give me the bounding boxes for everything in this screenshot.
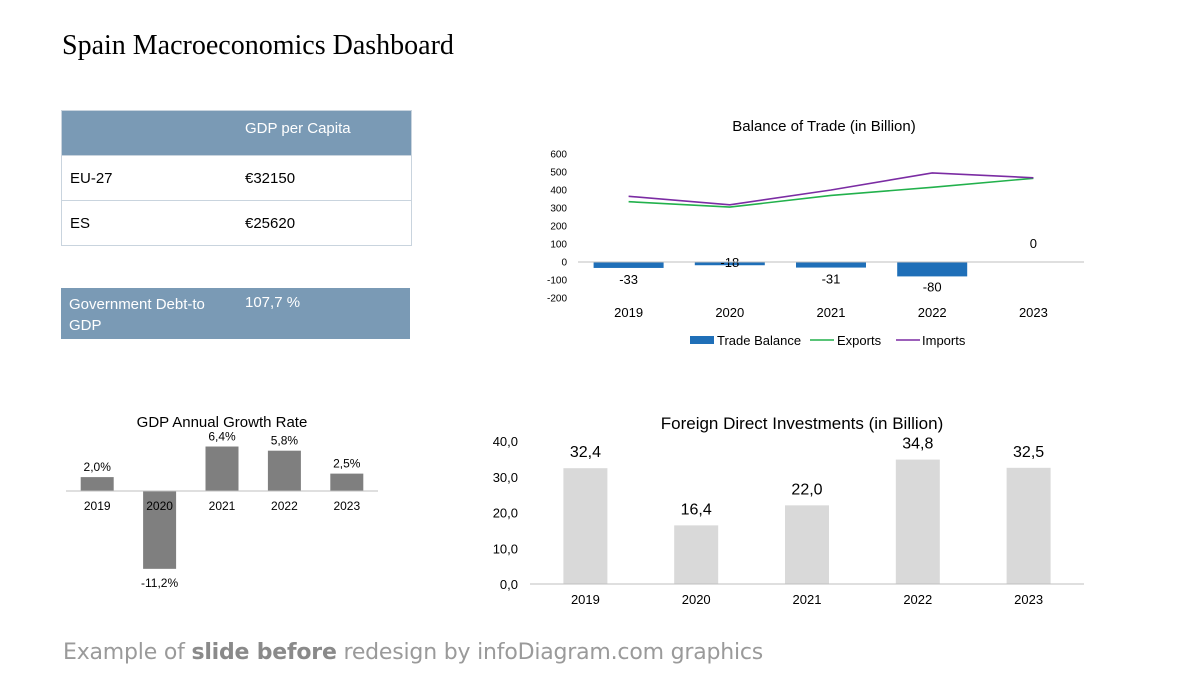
- row-value: €25620: [245, 214, 296, 232]
- data-label: 32,4: [570, 444, 601, 461]
- trade-balance-bar: [593, 262, 664, 268]
- fdi-chart: Foreign Direct Investments (in Billion) …: [493, 414, 1084, 607]
- table-header-row: GDP per Capita: [62, 111, 411, 155]
- footer-caption: Example of slide before redesign by info…: [63, 640, 763, 665]
- trade-balance-bar: [897, 262, 968, 277]
- x-tick-label: 2021: [817, 305, 846, 320]
- page-title: Spain Macroeconomics Dashboard: [62, 30, 454, 61]
- footer-suffix: redesign by infoDiagram.com graphics: [336, 640, 764, 665]
- data-label: 2,5%: [333, 457, 361, 471]
- data-label: -33: [619, 272, 638, 287]
- data-label: 34,8: [902, 436, 933, 453]
- data-label: 2,0%: [84, 460, 112, 474]
- gdp-per-capita-table: GDP per Capita EU-27 €32150 ES €25620: [61, 110, 412, 246]
- y-tick-label: 20,0: [493, 506, 518, 521]
- x-tick-label: 2019: [614, 305, 643, 320]
- y-tick-label: 300: [550, 204, 567, 215]
- x-tick-label: 2023: [333, 499, 360, 513]
- x-tick-label: 2019: [84, 499, 111, 513]
- data-label: -11,2%: [141, 576, 178, 590]
- debt-label: Government Debt-to GDP: [69, 296, 205, 334]
- y-tick-label: 600: [550, 150, 567, 161]
- data-label: -80: [923, 279, 942, 294]
- growth-bar: [267, 450, 301, 491]
- y-tick-label: 100: [550, 240, 567, 251]
- data-label: 32,5: [1013, 444, 1044, 461]
- legend-label: Imports: [922, 333, 966, 348]
- growth-bar: [80, 477, 114, 491]
- legend-label: Trade Balance: [717, 333, 801, 348]
- growth-bar: [143, 491, 177, 569]
- government-debt-box: Government Debt-to GDP 107,7 %: [61, 288, 410, 339]
- row-value: €32150: [245, 169, 296, 187]
- data-label: -31: [822, 272, 841, 287]
- debt-value: 107,7 %: [245, 294, 301, 311]
- x-tick-label: 2023: [1019, 305, 1048, 320]
- x-tick-label: 2023: [1014, 592, 1043, 607]
- y-tick-label: 500: [550, 168, 567, 179]
- data-label: 22,0: [791, 481, 822, 498]
- fdi-bar: [674, 525, 719, 584]
- growth-bar: [205, 446, 239, 491]
- balance-of-trade-chart: Balance of Trade (in Billion) 600 500 400 3…: [547, 118, 1084, 348]
- data-label: 0: [1030, 236, 1037, 251]
- data-label: 6,4%: [208, 430, 236, 444]
- x-tick-label: 2020: [146, 499, 173, 513]
- x-tick-label: 2020: [715, 305, 744, 320]
- data-label: 16,4: [681, 501, 712, 518]
- row-label: ES: [70, 214, 91, 232]
- table-header-value: GDP per Capita: [245, 120, 351, 137]
- chart-title: Balance of Trade (in Billion): [732, 118, 915, 135]
- chart-title: Foreign Direct Investments (in Billion): [661, 414, 943, 433]
- fdi-bar: [785, 505, 829, 584]
- exports-line: [628, 177, 1034, 208]
- fdi-bar: [1006, 467, 1051, 584]
- x-tick-label: 2019: [571, 592, 600, 607]
- y-tick-label: 10,0: [493, 541, 518, 556]
- y-tick-label: -100: [547, 276, 567, 287]
- legend-label: Exports: [837, 333, 882, 348]
- chart-title: GDP Annual Growth Rate: [137, 414, 308, 431]
- data-label: -18: [720, 255, 739, 270]
- table-row: EU-27 €32150: [62, 155, 411, 200]
- imports-line: [628, 172, 1034, 206]
- x-tick-label: 2022: [918, 305, 947, 320]
- footer-bold: slide before: [191, 640, 337, 665]
- legend-swatch-trade-balance: [690, 336, 714, 344]
- y-tick-label: 40,0: [493, 434, 518, 449]
- table-row: ES €25620: [62, 200, 411, 245]
- x-tick-label: 2022: [903, 592, 932, 607]
- fdi-bar: [563, 468, 608, 584]
- data-label: 5,8%: [271, 434, 299, 448]
- footer-prefix: Example of: [63, 640, 192, 665]
- x-tick-label: 2020: [682, 592, 711, 607]
- y-tick-label: 30,0: [493, 470, 518, 485]
- y-tick-label: 400: [550, 186, 567, 197]
- growth-bar: [330, 473, 364, 491]
- trade-balance-bar: [694, 262, 765, 266]
- x-tick-label: 2021: [209, 499, 236, 513]
- gdp-growth-chart: GDP Annual Growth Rate 2,0% 2019 -11,2% 202…: [66, 414, 378, 590]
- y-tick-label: 0: [561, 258, 567, 269]
- row-label: EU-27: [70, 169, 113, 187]
- x-tick-label: 2022: [271, 499, 298, 513]
- x-tick-label: 2021: [793, 592, 822, 607]
- trade-balance-bar: [796, 262, 866, 268]
- y-tick-label: 200: [550, 222, 567, 233]
- y-tick-label: 0,0: [500, 577, 518, 592]
- y-tick-label: -200: [547, 294, 567, 305]
- fdi-bar: [895, 459, 940, 584]
